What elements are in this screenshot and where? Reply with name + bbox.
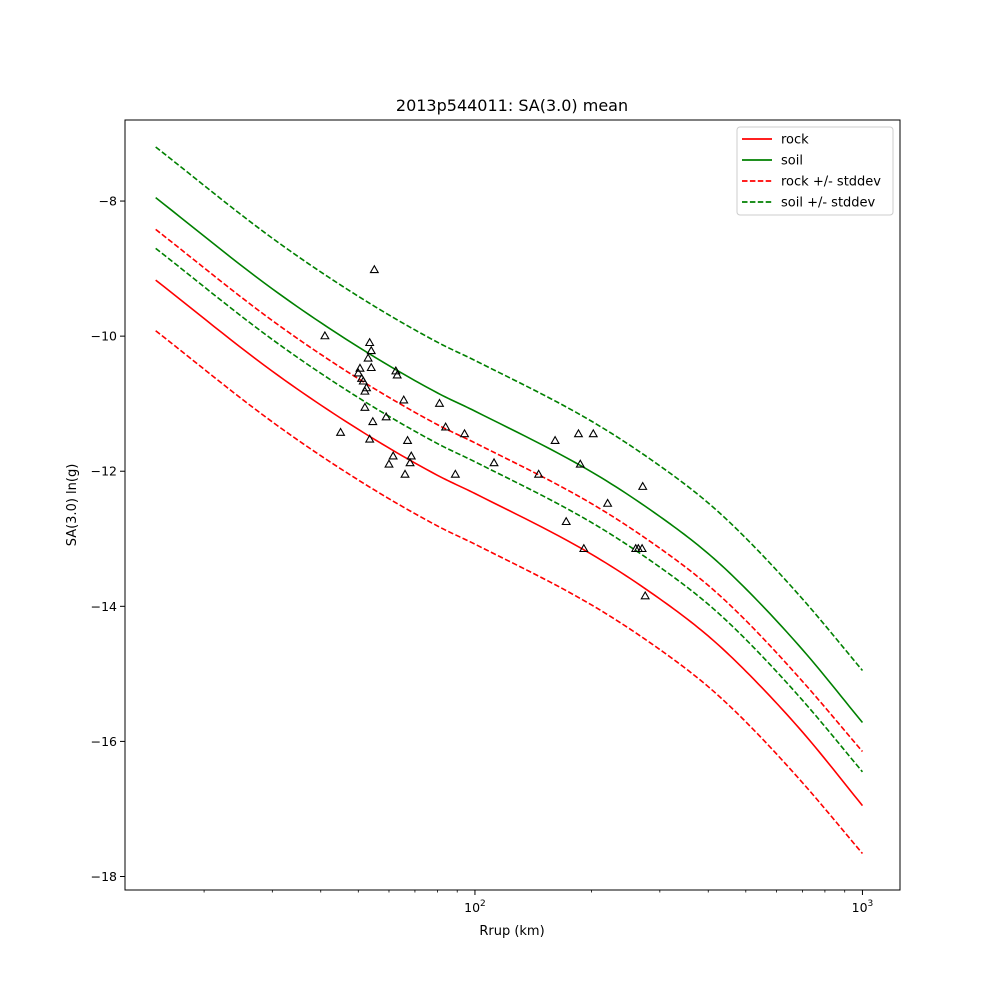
observation-point xyxy=(640,590,650,600)
observation-point xyxy=(361,382,372,392)
observations-layer xyxy=(320,264,650,600)
observation-point xyxy=(363,353,373,362)
y-tick-label: −16 xyxy=(91,734,117,749)
series-line-soil-1 xyxy=(155,197,864,723)
series-line-rock-stddev-3 xyxy=(155,330,864,855)
observation-point xyxy=(353,367,364,377)
y-tick-label: −8 xyxy=(99,194,117,209)
series-line-rock-stddev-2 xyxy=(155,228,864,753)
x-tick-label: 103 xyxy=(852,899,874,915)
observation-point xyxy=(575,459,586,468)
y-axis: −18 −16 −14 −12 −10 −8 xyxy=(91,194,125,884)
series-line-soil-stddev-5 xyxy=(155,247,864,773)
observation-point xyxy=(550,435,560,444)
observation-point xyxy=(405,457,415,467)
observation-point xyxy=(335,427,346,436)
observation-point xyxy=(533,469,544,478)
observation-point xyxy=(384,459,394,468)
x-tick-label: 102 xyxy=(464,899,486,915)
legend-label: soil +/- stddev xyxy=(781,196,876,211)
observation-point xyxy=(489,457,499,467)
legend-label: rock +/- stddev xyxy=(781,175,881,190)
y-tick-label: −10 xyxy=(91,329,117,344)
observation-point xyxy=(355,363,365,372)
chart-title: 2013p544011: SA(3.0) mean xyxy=(396,96,628,115)
observation-point xyxy=(440,422,451,431)
legend-label: rock xyxy=(781,133,809,148)
observation-point xyxy=(400,469,410,478)
series-line-soil-stddev-4 xyxy=(155,146,864,671)
legend-box xyxy=(736,126,894,216)
series-line-rock-0 xyxy=(155,279,864,807)
observation-point xyxy=(320,330,330,340)
observation-point xyxy=(579,543,589,553)
observation-point xyxy=(388,451,398,460)
legend: rock soil rock +/- stddev soil +/- stddev xyxy=(736,126,894,216)
observation-point xyxy=(637,543,647,553)
x-axis: 102 103 xyxy=(203,890,874,915)
observation-point xyxy=(561,516,572,526)
observation-point xyxy=(398,394,409,404)
observation-point xyxy=(366,362,377,372)
observation-point xyxy=(573,428,584,438)
y-axis-label: SA(3.0) ln(g) xyxy=(65,464,80,547)
plot-background xyxy=(125,120,900,890)
plot-frame xyxy=(124,119,901,891)
observation-point xyxy=(392,370,403,379)
observation-point xyxy=(364,434,375,443)
plot-area xyxy=(124,119,901,891)
observation-point xyxy=(450,469,461,478)
observation-point xyxy=(588,428,599,438)
observation-point xyxy=(402,435,413,444)
observation-point xyxy=(459,428,470,438)
x-axis-label: Rrup (km) xyxy=(479,924,544,939)
observation-point xyxy=(602,498,613,507)
series-layer xyxy=(155,146,864,855)
observation-point xyxy=(366,345,377,355)
y-tick-label: −14 xyxy=(91,599,117,614)
observation-point xyxy=(434,398,445,407)
observation-point xyxy=(364,337,375,347)
observation-point xyxy=(358,376,369,385)
observation-point xyxy=(637,481,648,490)
observation-point xyxy=(369,264,380,274)
y-tick-label: −12 xyxy=(91,464,117,479)
observation-point xyxy=(381,411,391,421)
observation-point xyxy=(406,451,417,460)
observation-point xyxy=(360,402,370,411)
observation-point xyxy=(367,416,378,426)
y-tick-label: −18 xyxy=(91,869,117,884)
legend-label: soil xyxy=(781,154,803,169)
